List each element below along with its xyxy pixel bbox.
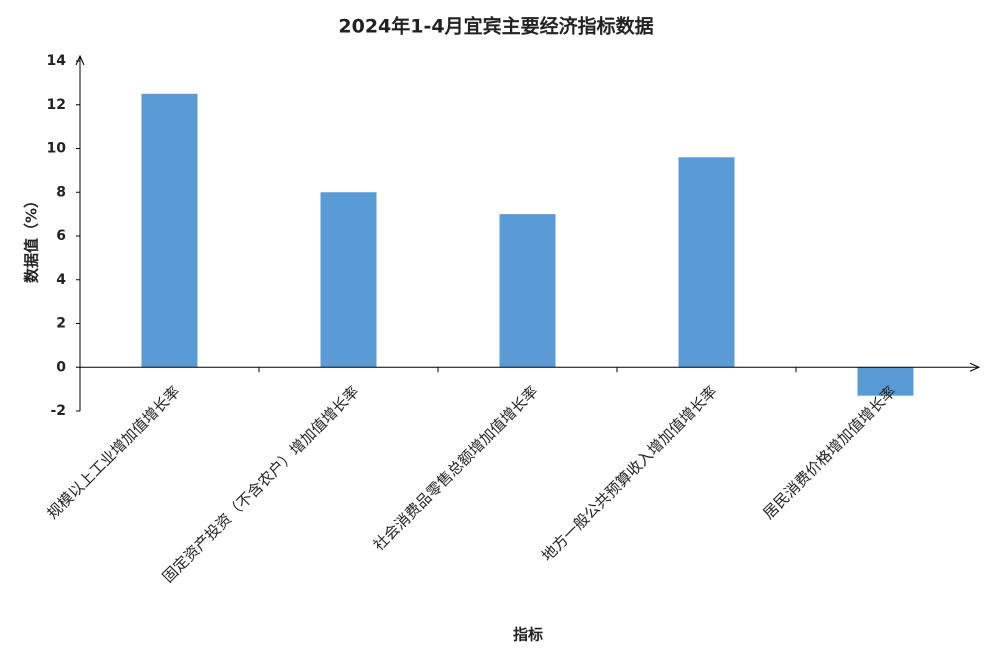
x-tick-label: 固定资产投资（不含农户）增加值增长率 xyxy=(159,383,363,587)
y-tick-label: -2 xyxy=(50,403,66,419)
x-axis-arrow xyxy=(969,362,981,372)
y-tick-label: 6 xyxy=(56,228,66,244)
x-tick-label: 居民消费价格增加值增长率 xyxy=(759,383,899,523)
y-tick-label: 2 xyxy=(56,316,66,332)
y-axis-arrow xyxy=(75,54,85,66)
y-tick-label: 14 xyxy=(47,53,67,69)
bar xyxy=(320,192,377,368)
y-axis-title: 数据值（%） xyxy=(23,193,41,283)
x-axis-title: 指标 xyxy=(513,626,543,644)
y-tick-label: 4 xyxy=(56,272,66,288)
x-tick-label: 地方一般公共预算收入增加值增长率 xyxy=(538,383,720,565)
y-tick-label: 0 xyxy=(56,359,66,375)
y-tick-label: 8 xyxy=(56,184,66,200)
bar xyxy=(857,367,914,396)
bar xyxy=(678,157,735,368)
bar xyxy=(499,214,556,368)
bar xyxy=(141,93,198,368)
y-tick-label: 10 xyxy=(47,141,67,157)
x-tick-label: 社会消费品零售总额增加值增长率 xyxy=(370,383,542,555)
y-tick-label: 12 xyxy=(47,97,66,113)
chart-title: 2024年1-4月宜宾主要经济指标数据 xyxy=(338,15,653,38)
